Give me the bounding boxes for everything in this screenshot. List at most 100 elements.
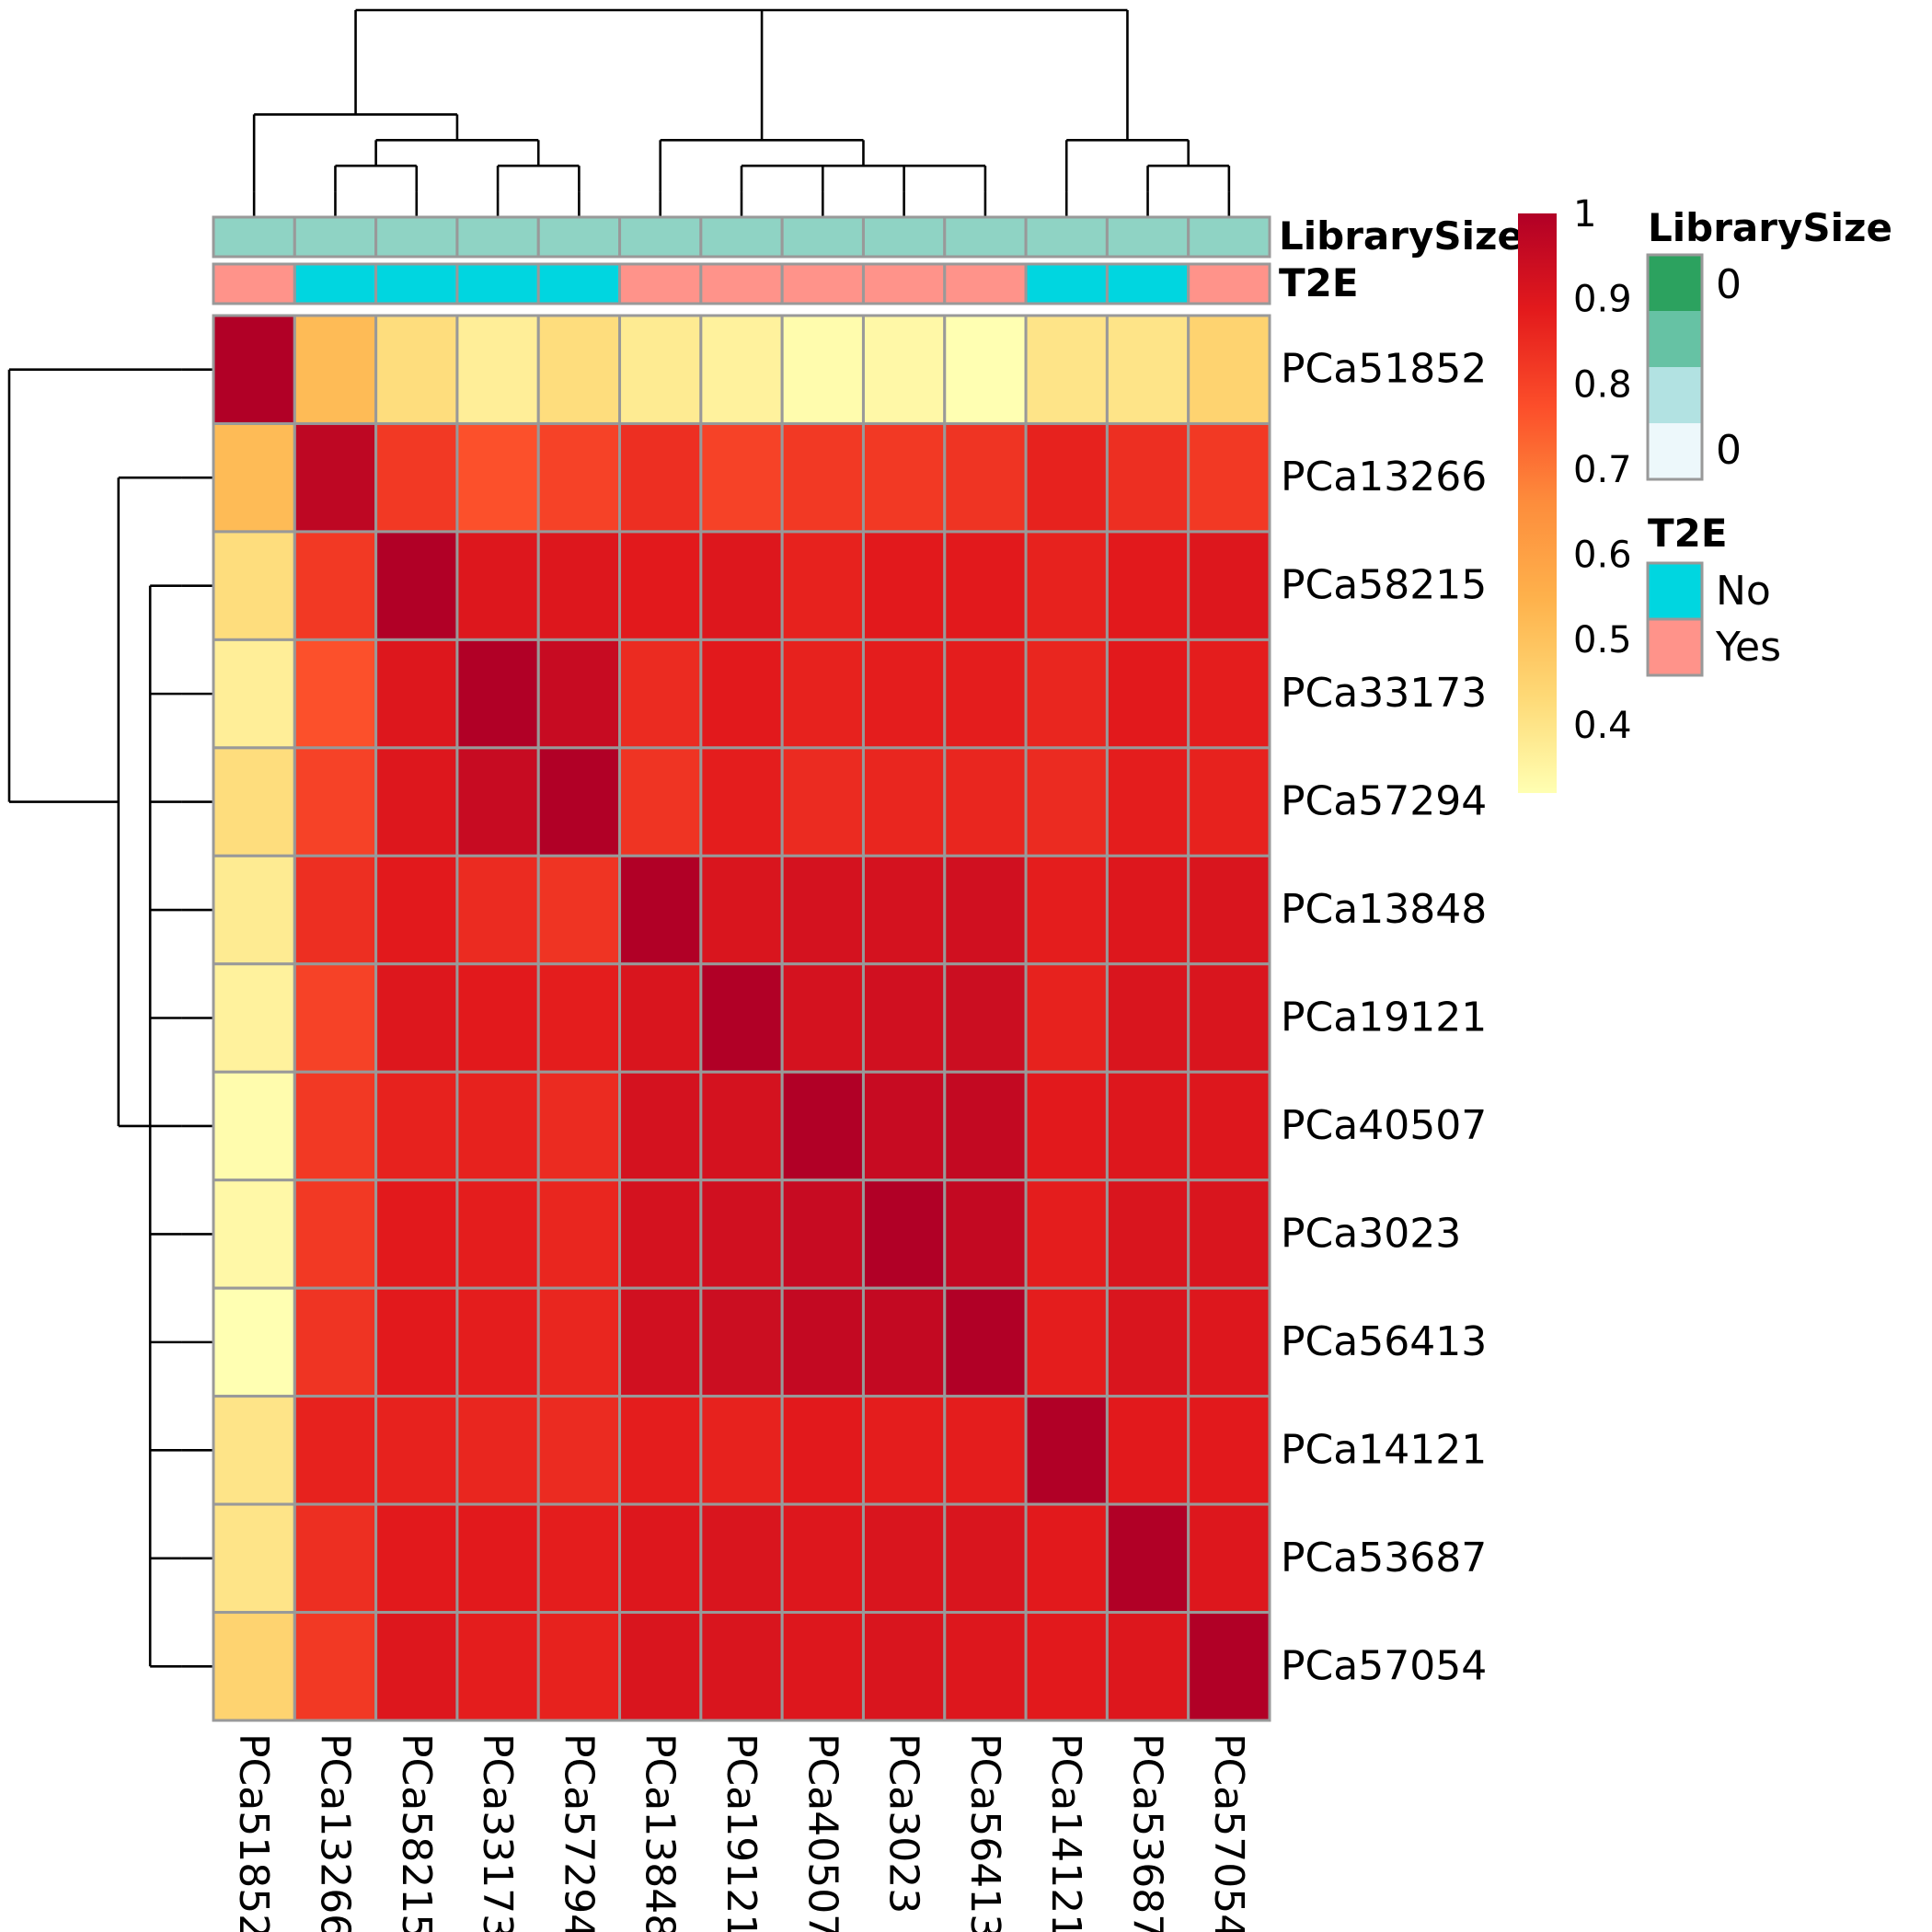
heatmap-cell bbox=[455, 746, 540, 857]
heatmap-cell bbox=[861, 530, 947, 641]
heatmap-cell bbox=[780, 962, 865, 1074]
heatmap-cell bbox=[618, 1395, 703, 1506]
t2e-annotation-cell bbox=[861, 262, 947, 305]
column-label: PCa57054 bbox=[1205, 1733, 1252, 1932]
heatmap-cell bbox=[780, 1070, 865, 1182]
heatmap-cell bbox=[536, 1286, 622, 1398]
heatmap-cell bbox=[618, 1286, 703, 1398]
heatmap-cell bbox=[943, 1395, 1028, 1506]
annotation-label-librarysize: LibrarySize bbox=[1279, 213, 1524, 259]
heatmap-cell bbox=[1105, 962, 1190, 1074]
librarysize-legend-border bbox=[1646, 253, 1704, 481]
heatmap-cell bbox=[374, 1286, 459, 1398]
heatmap-cell bbox=[1187, 421, 1271, 534]
heatmap-cell bbox=[1024, 1286, 1109, 1398]
heatmap-cell bbox=[536, 314, 622, 425]
column-dendrogram bbox=[252, 8, 1231, 217]
heatmap-cell bbox=[536, 1179, 622, 1290]
heatmap-cell bbox=[455, 1070, 540, 1182]
heatmap-cells bbox=[212, 314, 1271, 1722]
t2e-legend: T2E No Yes bbox=[1646, 511, 1781, 677]
heatmap-cell bbox=[1024, 421, 1109, 534]
heatmap-cell bbox=[374, 530, 459, 641]
heatmap-cell bbox=[861, 638, 947, 750]
heatmap-cell bbox=[455, 314, 540, 425]
heatmap-cell bbox=[293, 314, 378, 425]
row-label: PCa40507 bbox=[1281, 1102, 1487, 1149]
heatmap-cell bbox=[699, 1286, 784, 1398]
heatmap-cell bbox=[1024, 530, 1109, 641]
heatmap-cell bbox=[618, 962, 703, 1074]
heatmap-cell bbox=[1187, 638, 1271, 750]
heatmap-cell bbox=[212, 1611, 296, 1722]
heatmap-cell bbox=[455, 1179, 540, 1290]
heatmap-cell bbox=[1105, 1070, 1190, 1182]
heatmap-cell bbox=[374, 1611, 459, 1722]
color-scale-ticks: 1 0.9 0.8 0.7 0.6 0.5 0.4 bbox=[1573, 193, 1632, 747]
annotation-track-librarysize bbox=[212, 215, 1271, 259]
heatmap-cell bbox=[536, 1070, 622, 1182]
heatmap-cell bbox=[618, 314, 703, 425]
heatmap-cell bbox=[943, 746, 1028, 857]
heatmap-cell bbox=[1187, 1070, 1271, 1182]
heatmap-cell bbox=[1024, 1502, 1109, 1615]
t2e-annotation-cell bbox=[943, 262, 1028, 305]
t2e-legend-label-yes: Yes bbox=[1715, 624, 1781, 671]
heatmap-cell bbox=[861, 314, 947, 425]
heatmap-cell bbox=[536, 421, 622, 534]
heatmap-cell bbox=[455, 1611, 540, 1722]
row-labels: PCa51852 PCa13266 PCa58215 PCa33173 PCa57294… bbox=[1281, 346, 1487, 1690]
row-label: PCa57054 bbox=[1281, 1642, 1487, 1689]
heatmap-cell bbox=[455, 854, 540, 966]
librarysize-legend: LibrarySize 0 0 bbox=[1646, 205, 1892, 481]
librarysize-annotation-cell bbox=[1024, 215, 1109, 259]
t2e-annotation-cell bbox=[455, 262, 540, 305]
heatmap-cell bbox=[536, 962, 622, 1074]
heatmap-cell bbox=[1105, 530, 1190, 641]
color-scale-bar bbox=[1518, 213, 1557, 793]
row-label: PCa3023 bbox=[1281, 1210, 1461, 1257]
librarysize-annotation-cell bbox=[455, 215, 540, 259]
heatmap-cell bbox=[1187, 530, 1271, 641]
t2e-annotation-cell bbox=[1024, 262, 1109, 305]
heatmap-cell bbox=[1187, 1395, 1271, 1506]
heatmap-cell bbox=[943, 1502, 1028, 1615]
row-label: PCa56413 bbox=[1281, 1318, 1487, 1365]
heatmap-cell bbox=[536, 1502, 622, 1615]
heatmap-cell bbox=[374, 746, 459, 857]
heatmap-cell bbox=[861, 1179, 947, 1290]
heatmap-cell bbox=[1105, 746, 1190, 857]
heatmap-cell bbox=[943, 530, 1028, 641]
column-label: PCa19121 bbox=[718, 1733, 765, 1932]
heatmap-cell bbox=[212, 530, 296, 641]
column-label: PCa13848 bbox=[637, 1733, 684, 1932]
heatmap-cell bbox=[1024, 638, 1109, 750]
librarysize-legend-label-bottom: 0 bbox=[1716, 427, 1742, 474]
heatmap-cell bbox=[293, 421, 378, 534]
heatmap-cell bbox=[861, 1070, 947, 1182]
librarysize-annotation-cell bbox=[943, 215, 1028, 259]
heatmap-cell bbox=[1024, 1611, 1109, 1722]
heatmap-cell bbox=[374, 962, 459, 1074]
color-scale-tick-label: 0.9 bbox=[1573, 279, 1632, 321]
heatmap-cell bbox=[1187, 746, 1271, 857]
librarysize-annotation-cell bbox=[374, 215, 459, 259]
heatmap-cell bbox=[293, 962, 378, 1074]
heatmap-cell bbox=[699, 1502, 784, 1615]
heatmap-cell bbox=[293, 530, 378, 641]
heatmap-cell bbox=[455, 1502, 540, 1615]
row-label: PCa13266 bbox=[1281, 454, 1487, 500]
heatmap-cell bbox=[1024, 746, 1109, 857]
heatmap-cell bbox=[536, 1395, 622, 1506]
heatmap-cell bbox=[212, 314, 296, 425]
column-label: PCa33173 bbox=[474, 1733, 521, 1932]
row-label: PCa58215 bbox=[1281, 562, 1487, 609]
t2e-annotation-cell bbox=[618, 262, 703, 305]
heatmap-cell bbox=[943, 1611, 1028, 1722]
t2e-legend-swatch-yes bbox=[1646, 617, 1704, 677]
heatmap-cell bbox=[293, 1395, 378, 1506]
heatmap-cell bbox=[699, 1179, 784, 1290]
heatmap-cell bbox=[780, 1395, 865, 1506]
heatmap-cell bbox=[943, 854, 1028, 966]
heatmap-cell bbox=[943, 1070, 1028, 1182]
